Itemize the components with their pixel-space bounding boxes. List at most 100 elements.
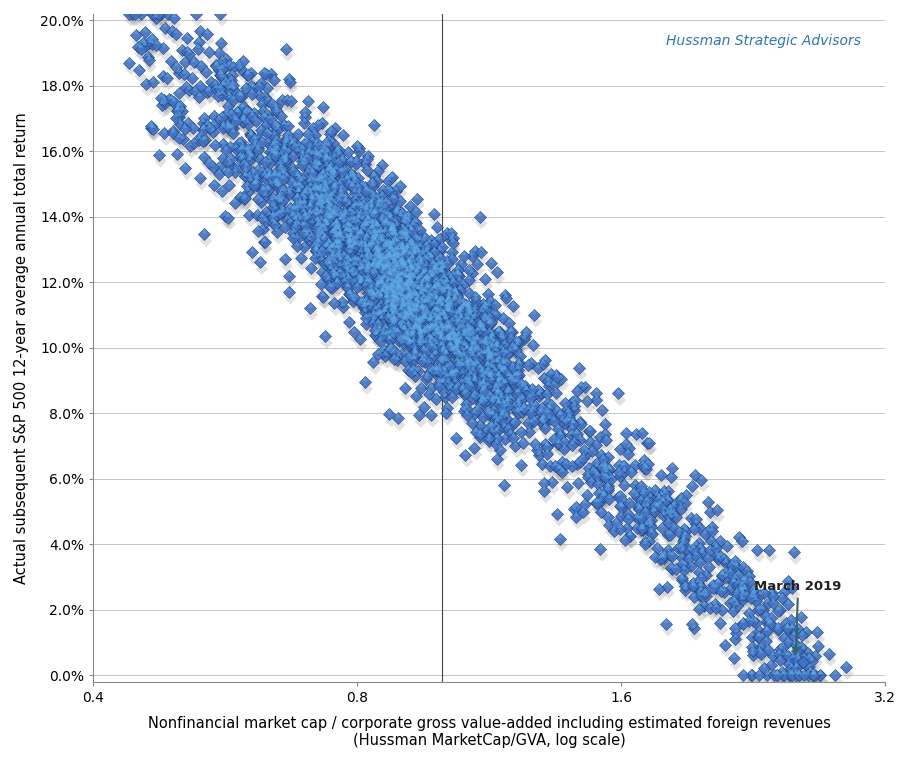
Point <box>564 456 579 469</box>
Point <box>424 373 439 385</box>
Point <box>277 119 291 131</box>
Point <box>395 248 410 261</box>
Point <box>416 265 430 277</box>
Point <box>410 355 424 367</box>
Point <box>470 364 485 376</box>
Point <box>356 248 370 260</box>
Point <box>416 314 430 326</box>
Point <box>745 675 760 687</box>
Point <box>334 207 349 219</box>
Point <box>737 575 752 587</box>
Point <box>263 171 278 183</box>
Point <box>404 363 419 375</box>
Point <box>446 323 460 335</box>
Point <box>392 312 407 324</box>
Point <box>671 539 685 551</box>
Point <box>315 222 329 234</box>
Point <box>632 500 646 512</box>
Point <box>286 141 300 153</box>
Point <box>644 523 659 535</box>
Point <box>387 313 401 325</box>
Point <box>384 341 399 354</box>
Point <box>531 386 546 399</box>
Point <box>371 226 386 238</box>
Point <box>480 315 495 327</box>
Point <box>527 309 541 321</box>
Point <box>230 104 245 116</box>
Point <box>297 198 311 210</box>
Point <box>383 213 398 226</box>
Point <box>197 132 211 144</box>
Point <box>339 223 353 235</box>
Point <box>268 194 282 206</box>
Point <box>279 146 294 158</box>
Point <box>297 165 311 178</box>
Point <box>434 337 449 349</box>
Point <box>431 371 446 383</box>
Point <box>238 200 253 212</box>
Point <box>369 232 384 245</box>
Point <box>501 381 516 393</box>
Point <box>601 473 615 485</box>
Point <box>380 209 395 221</box>
Point <box>278 43 293 55</box>
Point <box>387 293 401 306</box>
Point <box>735 592 750 604</box>
Point <box>420 276 435 288</box>
Point <box>495 372 510 384</box>
Point <box>468 303 482 315</box>
Point <box>450 336 464 348</box>
Point <box>593 431 608 443</box>
Point <box>583 424 598 437</box>
Point <box>258 87 272 99</box>
Point <box>324 192 339 204</box>
Point <box>621 444 635 456</box>
Point <box>488 420 502 432</box>
Point <box>475 383 490 395</box>
Point <box>180 32 195 44</box>
Point <box>413 323 428 335</box>
Point <box>735 613 750 626</box>
Point <box>373 308 388 320</box>
Point <box>663 559 678 571</box>
Point <box>430 257 444 269</box>
Point <box>366 290 380 303</box>
Point <box>387 303 401 315</box>
Point <box>751 604 765 616</box>
Point <box>576 424 591 437</box>
Point <box>386 230 400 242</box>
Point <box>657 549 672 562</box>
Point <box>400 243 415 255</box>
Point <box>490 383 505 395</box>
Point <box>314 212 329 224</box>
Point <box>400 314 415 326</box>
Point <box>252 151 267 163</box>
Point <box>353 275 368 287</box>
Point <box>461 341 476 353</box>
Point <box>782 658 796 671</box>
Point <box>663 507 678 520</box>
Point <box>711 574 725 586</box>
Point <box>635 485 650 498</box>
Point <box>483 357 498 370</box>
Point <box>418 315 432 327</box>
Point <box>434 303 449 315</box>
Point <box>491 325 506 338</box>
Point <box>352 273 367 285</box>
Point <box>807 666 822 678</box>
Point <box>448 328 462 341</box>
Point <box>157 94 171 107</box>
Point <box>420 304 435 316</box>
Point <box>437 386 451 399</box>
Point <box>650 507 664 519</box>
Point <box>387 263 401 275</box>
Point <box>379 322 393 335</box>
Point <box>329 216 343 229</box>
Point <box>452 325 467 338</box>
Point <box>259 97 274 109</box>
Point <box>366 192 380 204</box>
Point <box>489 393 503 405</box>
Point <box>333 229 348 241</box>
Point <box>322 191 337 203</box>
Point <box>171 67 186 79</box>
